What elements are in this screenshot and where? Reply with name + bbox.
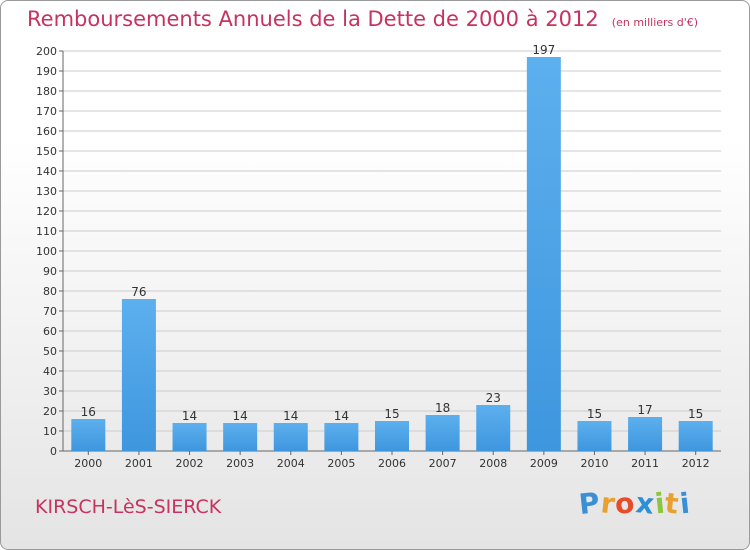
data-label-2001: 76 [131,285,146,299]
y-tick-label: 160 [36,125,57,138]
y-tick-label: 40 [43,365,57,378]
y-tick-label: 20 [43,405,57,418]
y-tick-label: 130 [36,185,57,198]
y-tick-label: 90 [43,265,57,278]
logo-letter: i [677,486,692,521]
y-tick-label: 200 [36,45,57,58]
data-label-2004: 14 [283,409,298,423]
y-tick-label: 70 [43,305,57,318]
x-tick-label-2008: 2008 [479,457,507,470]
bar-2008 [476,405,511,451]
data-label-2011: 17 [637,403,652,417]
y-tick-label: 140 [36,165,57,178]
chart-unit: (en milliers d'€) [611,16,699,29]
data-label-2003: 14 [233,409,248,423]
bar-2006 [375,421,409,451]
data-label-2012: 15 [688,407,703,421]
data-label-2000: 16 [81,405,96,419]
y-tick-label: 80 [43,285,57,298]
bar-2001 [121,299,156,451]
chart-title-row: Remboursements Annuels de la Dette de 20… [27,7,698,31]
x-tick-label-2009: 2009 [530,457,558,470]
y-tick-label: 60 [43,325,57,338]
bar-2000 [71,419,106,451]
y-tick-label: 10 [43,425,57,438]
place-name: KIRSCH-LèS-SIERCK [35,496,222,518]
bar-2004 [273,423,308,451]
y-tick-label: 110 [36,225,57,238]
y-tick-label: 170 [36,105,57,118]
x-tick-label-2006: 2006 [378,457,406,470]
x-tick-label-2011: 2011 [631,457,659,470]
data-label-2008: 23 [486,391,501,405]
bar-2012 [678,421,713,451]
logo-letter: P [577,485,603,522]
data-label-2010: 15 [587,407,602,421]
x-tick-label-2002: 2002 [176,457,204,470]
x-tick-label-2003: 2003 [226,457,254,470]
x-tick-label-2004: 2004 [277,457,305,470]
bar-2007 [425,415,460,451]
x-tick-label-2001: 2001 [125,457,153,470]
bar-2005 [324,423,359,451]
bar-2010 [577,421,612,451]
y-tick-label: 50 [43,345,57,358]
x-tick-label-2012: 2012 [682,457,710,470]
x-tick-label-2000: 2000 [74,457,102,470]
bar-2002 [172,423,207,451]
y-tick-label: 150 [36,145,57,158]
y-tick-label: 120 [36,205,57,218]
data-label-2007: 18 [435,401,450,415]
data-label-2009: 197 [532,43,555,57]
bar-2009 [526,57,561,451]
bar-2003 [223,423,258,451]
chart-title: Remboursements Annuels de la Dette de 20… [27,7,599,31]
y-tick-label: 30 [43,385,57,398]
x-tick-label-2005: 2005 [327,457,355,470]
bar-2011 [628,417,663,451]
data-label-2005: 14 [334,409,349,423]
y-tick-label: 0 [50,445,57,458]
y-tick-label: 180 [36,85,57,98]
proxiti-logo: Proxiti [577,485,692,527]
data-label-2002: 14 [182,409,197,423]
y-tick-label: 100 [36,245,57,258]
y-tick-label: 190 [36,65,57,78]
data-label-2006: 15 [384,407,399,421]
x-tick-label-2010: 2010 [580,457,608,470]
x-tick-label-2007: 2007 [429,457,457,470]
